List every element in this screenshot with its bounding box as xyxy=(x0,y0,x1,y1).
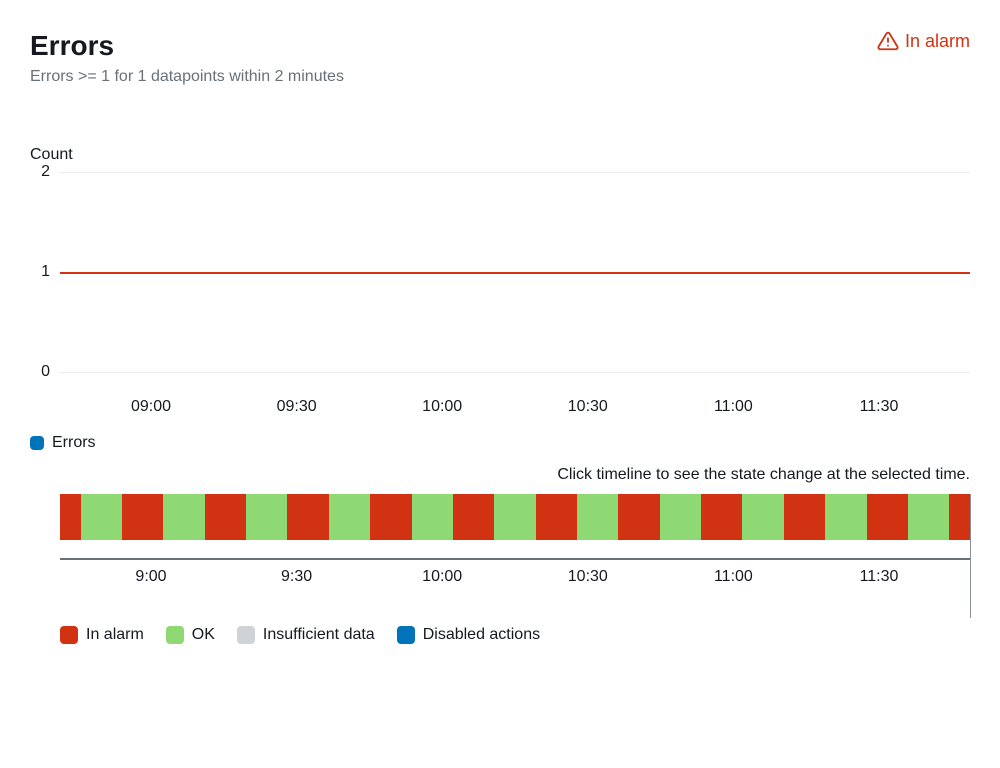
ytick-label: 2 xyxy=(30,163,50,181)
legend-item: Insufficient data xyxy=(237,626,375,644)
gridline xyxy=(60,172,970,173)
timeline-xtick-label: 10:00 xyxy=(422,568,462,586)
timeline-segment-alarm[interactable] xyxy=(784,494,825,540)
count-chart-legend: Errors xyxy=(30,434,970,452)
timeline-segment-ok[interactable] xyxy=(329,494,370,540)
page-title: Errors xyxy=(30,30,344,62)
count-chart: 012 xyxy=(60,172,970,392)
legend-swatch xyxy=(397,626,415,644)
gridline xyxy=(60,372,970,373)
header: Errors Errors >= 1 for 1 datapoints with… xyxy=(30,30,970,86)
timeline-segment-ok[interactable] xyxy=(908,494,949,540)
xtick-label: 09:00 xyxy=(131,398,171,416)
state-legend: In alarm OK Insufficient data Disabled acti… xyxy=(60,626,970,644)
timeline-xtick-label: 9:00 xyxy=(135,568,166,586)
xtick-label: 10:00 xyxy=(422,398,462,416)
timeline-segment-ok[interactable] xyxy=(742,494,783,540)
timeline-bar[interactable] xyxy=(60,494,970,540)
legend-item: OK xyxy=(166,626,215,644)
alert-triangle-icon xyxy=(877,30,899,52)
timeline-axis-line xyxy=(60,558,970,560)
alarm-status-label: In alarm xyxy=(905,31,970,52)
legend-label: In alarm xyxy=(86,626,144,644)
timeline-segment-alarm[interactable] xyxy=(949,494,970,540)
legend-label: Insufficient data xyxy=(263,626,375,644)
legend-label: OK xyxy=(192,626,215,644)
timeline-segment-ok[interactable] xyxy=(577,494,618,540)
legend-swatch xyxy=(237,626,255,644)
ytick-label: 0 xyxy=(30,363,50,381)
timeline-segment-ok[interactable] xyxy=(660,494,701,540)
alarm-condition-text: Errors >= 1 for 1 datapoints within 2 mi… xyxy=(30,68,344,86)
threshold-line xyxy=(60,272,970,274)
timeline-end-marker xyxy=(970,494,971,618)
timeline-segment-ok[interactable] xyxy=(163,494,204,540)
xtick-label: 11:30 xyxy=(860,398,899,416)
timeline-segment-alarm[interactable] xyxy=(867,494,908,540)
timeline-segment-alarm[interactable] xyxy=(453,494,494,540)
chart-ylabel: Count xyxy=(30,146,970,164)
count-chart-xaxis: 09:00 09:30 10:00 10:30 11:00 11:30 xyxy=(60,398,970,428)
timeline-segment-alarm[interactable] xyxy=(205,494,246,540)
timeline-segment-alarm[interactable] xyxy=(370,494,411,540)
timeline-xtick-label: 11:00 xyxy=(714,568,753,586)
timeline-segment-ok[interactable] xyxy=(246,494,287,540)
timeline-segment-alarm[interactable] xyxy=(701,494,742,540)
timeline-segment-alarm[interactable] xyxy=(536,494,577,540)
xtick-label: 10:30 xyxy=(568,398,608,416)
title-block: Errors Errors >= 1 for 1 datapoints with… xyxy=(30,30,344,86)
alarm-status-badge: In alarm xyxy=(877,30,970,52)
state-timeline[interactable]: 9:00 9:30 10:00 10:30 11:00 11:30 xyxy=(60,494,970,598)
timeline-xtick-label: 9:30 xyxy=(281,568,312,586)
xtick-label: 11:00 xyxy=(714,398,753,416)
timeline-xtick-label: 11:30 xyxy=(860,568,899,586)
errors-series-swatch xyxy=(30,436,44,450)
legend-label: Disabled actions xyxy=(423,626,540,644)
legend-swatch xyxy=(60,626,78,644)
timeline-segment-ok[interactable] xyxy=(81,494,122,540)
legend-item: Disabled actions xyxy=(397,626,540,644)
timeline-segment-alarm[interactable] xyxy=(122,494,163,540)
timeline-segment-alarm[interactable] xyxy=(618,494,659,540)
timeline-segment-alarm[interactable] xyxy=(287,494,328,540)
legend-item: In alarm xyxy=(60,626,144,644)
timeline-xaxis: 9:00 9:30 10:00 10:30 11:00 11:30 xyxy=(60,568,970,598)
timeline-segment-ok[interactable] xyxy=(494,494,535,540)
timeline-segment-alarm[interactable] xyxy=(60,494,81,540)
timeline-segment-ok[interactable] xyxy=(412,494,453,540)
timeline-xtick-label: 10:30 xyxy=(568,568,608,586)
legend-swatch xyxy=(166,626,184,644)
ytick-label: 1 xyxy=(30,263,50,281)
timeline-segment-ok[interactable] xyxy=(825,494,866,540)
errors-series-label: Errors xyxy=(52,434,96,452)
xtick-label: 09:30 xyxy=(277,398,317,416)
timeline-hint: Click timeline to see the state change a… xyxy=(30,466,970,484)
